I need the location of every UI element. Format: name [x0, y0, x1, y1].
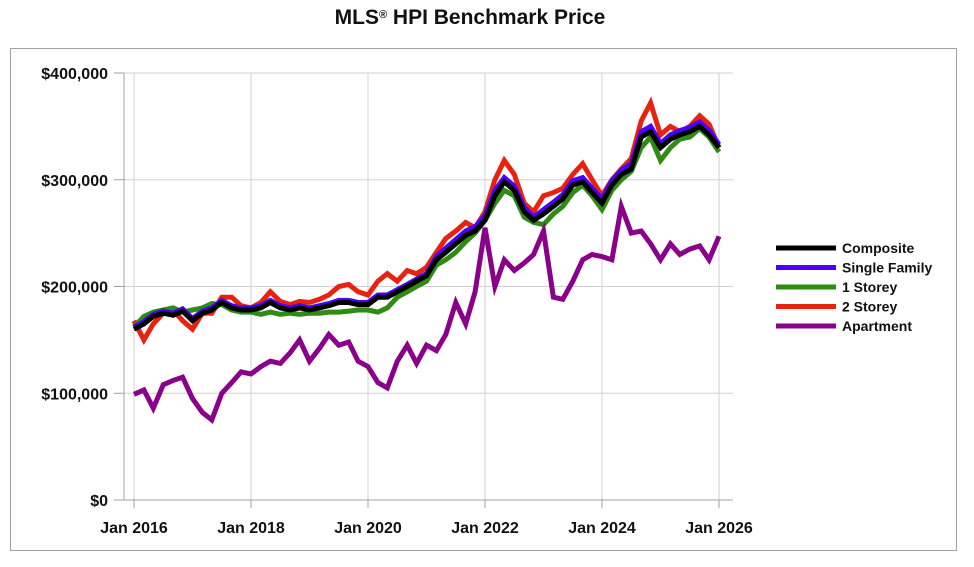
- x-tick-label: Jan 2022: [451, 520, 519, 537]
- x-tick-label: Jan 2020: [334, 520, 402, 537]
- legend: Composite Single Family 1 Storey 2 Storey Ap…: [776, 240, 932, 334]
- x-tick-label: Jan 2024: [568, 520, 636, 537]
- legend-label: Single Family: [842, 260, 932, 276]
- legend-label: 1 Storey: [842, 279, 897, 295]
- y-tick-label: $0: [90, 493, 108, 510]
- title-rest: HPI Benchmark Price: [387, 6, 606, 29]
- y-tick-label: $400,000: [41, 66, 108, 83]
- chart-frame: [10, 48, 957, 551]
- y-tick-label: $300,000: [41, 173, 108, 190]
- x-tick-label: Jan 2026: [685, 520, 753, 537]
- legend-label: Apartment: [842, 318, 912, 334]
- legend-label: Composite: [842, 240, 915, 256]
- y-tick-label: $200,000: [41, 280, 108, 297]
- grid: [124, 72, 733, 500]
- series-line-composite: [132, 123, 721, 332]
- title-main: MLS: [334, 6, 379, 29]
- axes: $0 $100,000 $200,000 $300,000 $400,000 Jan 20…: [41, 66, 753, 537]
- chart-title: MLS® HPI Benchmark Price: [0, 6, 940, 30]
- y-tick-label: $100,000: [41, 386, 108, 403]
- registered-mark: ®: [378, 9, 388, 21]
- x-tick-label: Jan 2016: [100, 520, 168, 537]
- series-group: [131, 96, 722, 424]
- legend-label: 2 Storey: [842, 299, 897, 315]
- series-line-apartment: [133, 196, 722, 424]
- x-tick-label: Jan 2018: [217, 520, 285, 537]
